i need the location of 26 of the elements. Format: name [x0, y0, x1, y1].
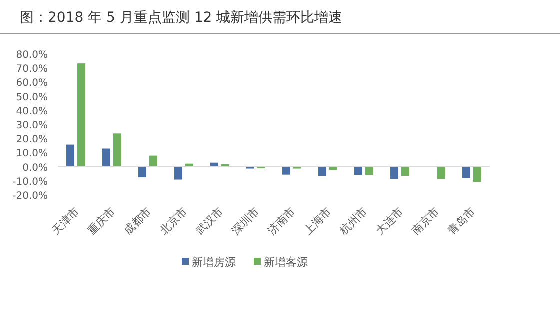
chart-title: 图：2018 年 5 月重点监测 12 城新增供需环比增速 — [20, 10, 343, 26]
x-tick-label: 武汉市 — [194, 204, 226, 238]
y-tick-label: 10.0% — [16, 148, 48, 160]
y-tick-label: 60.0% — [16, 78, 48, 90]
x-tick-label: 北京市 — [158, 204, 190, 238]
x-tick-label: 大连市 — [374, 204, 406, 238]
x-tick-label: 南京市 — [410, 204, 442, 238]
y-tick-label: -20.0% — [12, 191, 48, 202]
x-tick-label: 济南市 — [266, 204, 298, 238]
y-tick-label: 50.0% — [16, 92, 48, 104]
y-tick-label: -10.0% — [12, 176, 48, 188]
x-tick-label: 杭州市 — [336, 204, 370, 238]
x-tick-label: 重庆市 — [86, 204, 118, 238]
y-tick-label: 40.0% — [16, 106, 48, 118]
x-tick-label: 天津市 — [50, 204, 82, 238]
y-tick-label: 0.0% — [22, 162, 48, 174]
x-tick-label: 青岛市 — [446, 204, 478, 238]
y-tick-label: 30.0% — [16, 120, 48, 132]
x-tick-label: 深圳市 — [230, 204, 262, 238]
y-tick-label: 70.0% — [16, 64, 48, 76]
legend-label: 新增客源 — [264, 256, 308, 269]
y-tick-label: 80.0% — [16, 50, 48, 61]
x-tick-label: 成都市 — [122, 204, 154, 238]
x-tick-label: 上海市 — [302, 204, 334, 238]
legend-label: 新增房源 — [192, 256, 236, 269]
y-tick-label: 20.0% — [16, 134, 48, 146]
